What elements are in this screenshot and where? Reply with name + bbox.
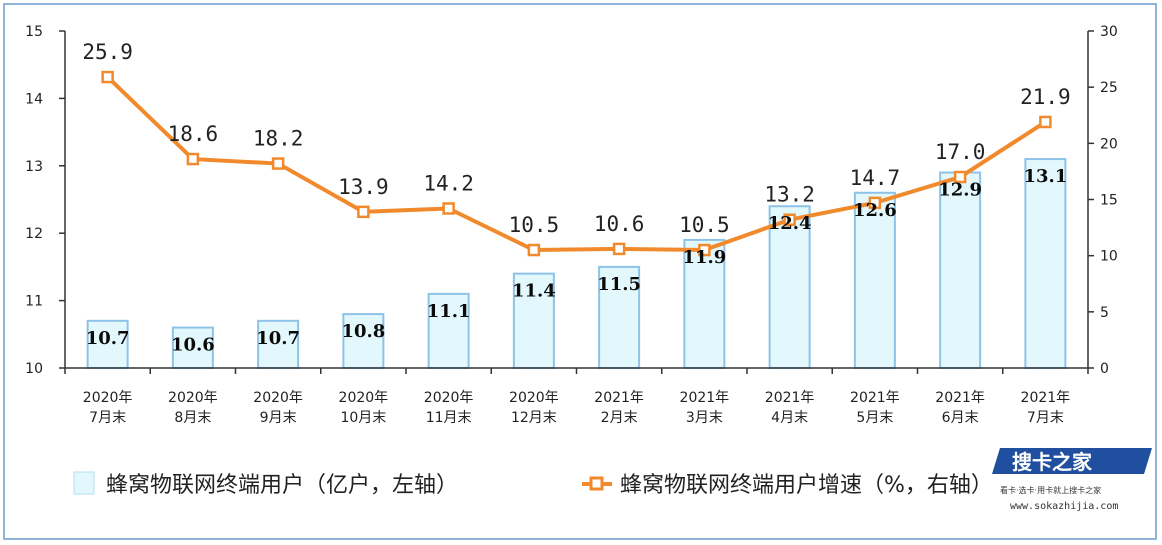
watermark-brand: 搜卡之家 bbox=[1012, 450, 1093, 474]
watermark-url: www.sokazhijia.com bbox=[1010, 501, 1118, 512]
x-tick-label: 2020年 7月末 bbox=[83, 390, 133, 426]
bar-value-label: 11.4 bbox=[512, 281, 556, 302]
x-tick-label: 2021年 7月末 bbox=[1021, 390, 1071, 426]
legend-bar-label: 蜂窝物联网终端用户（亿户，左轴） bbox=[106, 473, 458, 498]
bar-value-label: 11.1 bbox=[427, 301, 471, 322]
line-point bbox=[186, 152, 200, 166]
x-tick-label: 2021年 2月末 bbox=[594, 390, 644, 426]
bar bbox=[257, 319, 300, 370]
bar bbox=[1024, 158, 1067, 369]
x-tick-label: 2021年 5月末 bbox=[850, 390, 900, 426]
line-point bbox=[442, 202, 455, 215]
y-left-tick-label: 14 bbox=[25, 91, 43, 107]
bar bbox=[427, 292, 470, 369]
bar bbox=[853, 191, 896, 369]
line-value-label: 13.2 bbox=[764, 183, 815, 207]
bar-series bbox=[86, 158, 1067, 370]
bar-value-label: 10.8 bbox=[341, 321, 385, 342]
line-point bbox=[698, 243, 711, 257]
bar-value-label: 10.7 bbox=[256, 328, 300, 349]
growth-line bbox=[105, 75, 1048, 253]
x-tick-label: 2020年 12月末 bbox=[509, 390, 559, 426]
x-tick-label: 2021年 3月末 bbox=[680, 390, 730, 426]
legend-line-label: 蜂窝物联网终端用户增速（%，右轴） bbox=[620, 473, 993, 498]
watermark-logo-shape bbox=[992, 448, 1152, 474]
bar-value-label: 12.4 bbox=[768, 213, 812, 234]
bar-value-label: 12.9 bbox=[938, 180, 982, 201]
legend-bar-swatch bbox=[73, 471, 95, 495]
line-value-label: 17.0 bbox=[935, 140, 986, 164]
legend-line-marker bbox=[589, 476, 604, 491]
bar-value-label: 10.6 bbox=[171, 335, 215, 356]
bar-value-label: 13.1 bbox=[1023, 166, 1067, 187]
line-point bbox=[1039, 115, 1052, 129]
data-labels: 10.7 10.6 10.7 10.8 11.1 11.4 11.5 11.9 12.4 12.6… bbox=[82, 40, 1070, 356]
line-point bbox=[868, 196, 882, 210]
y-left-tick-label: 12 bbox=[25, 226, 43, 242]
y-right-tick-label: 15 bbox=[1100, 193, 1118, 209]
y-right-tick-label: 20 bbox=[1100, 136, 1118, 152]
y-right-tick-label: 5 bbox=[1100, 305, 1109, 321]
y-left-tick-label: 10 bbox=[25, 361, 43, 377]
bar bbox=[939, 171, 982, 369]
x-tick-label: 2020年 10月末 bbox=[339, 390, 389, 426]
line-point bbox=[612, 242, 626, 256]
bar-value-label: 11.9 bbox=[682, 247, 726, 268]
x-tick-label: 2021年 4月末 bbox=[765, 390, 815, 426]
line-value-label: 18.2 bbox=[253, 127, 304, 151]
x-tick-label: 2020年 11月末 bbox=[424, 390, 474, 426]
line-value-label: 10.6 bbox=[594, 212, 645, 236]
line-point bbox=[357, 205, 370, 219]
watermark-tagline: 看卡·选卡·用卡就上搜卡之家 bbox=[1000, 485, 1101, 495]
bar bbox=[598, 265, 641, 369]
line-value-label: 13.9 bbox=[338, 175, 389, 199]
bar-value-label: 10.7 bbox=[86, 328, 130, 349]
line-point bbox=[101, 70, 114, 84]
y-right-tick-label: 25 bbox=[1100, 80, 1118, 96]
line-value-label: 14.2 bbox=[423, 171, 474, 195]
x-tick-label: 2020年 8月末 bbox=[168, 390, 218, 426]
line-value-label: 21.9 bbox=[1020, 85, 1071, 109]
bar-value-label: 11.5 bbox=[597, 274, 641, 295]
line-value-label: 10.5 bbox=[509, 213, 560, 237]
bar-value-label: 12.6 bbox=[853, 200, 897, 221]
y-left-tick-label: 15 bbox=[25, 24, 43, 40]
line-value-label: 14.7 bbox=[850, 166, 901, 190]
line-value-label: 25.9 bbox=[82, 40, 133, 64]
y-right-tick-label: 0 bbox=[1100, 361, 1109, 377]
y-left-tick-label: 13 bbox=[25, 159, 43, 175]
y-left-tick-label: 11 bbox=[25, 294, 43, 310]
legend: 蜂窝物联网终端用户（亿户，左轴） 蜂窝物联网终端用户增速（%，右轴） bbox=[73, 471, 993, 498]
line-series bbox=[101, 70, 1052, 257]
watermark: 搜卡之家 看卡·选卡·用卡就上搜卡之家 www.sokazhijia.com bbox=[992, 448, 1152, 512]
x-tick-label: 2021年 6月末 bbox=[935, 390, 985, 426]
x-tick-label: 2020年 9月末 bbox=[253, 390, 303, 426]
y-right-tick-label: 10 bbox=[1100, 249, 1118, 265]
line-value-label: 18.6 bbox=[168, 122, 219, 146]
line-point bbox=[527, 243, 541, 257]
y-right-tick-label: 30 bbox=[1100, 24, 1118, 40]
axes: 10 11 12 13 14 15 0 5 10 15 20 25 30 2020年 7月末 2020年 8月末… bbox=[25, 24, 1118, 426]
line-point bbox=[271, 157, 285, 170]
line-point bbox=[953, 170, 967, 184]
bar bbox=[768, 205, 811, 369]
line-point bbox=[783, 213, 796, 226]
line-value-label: 10.5 bbox=[679, 213, 730, 237]
